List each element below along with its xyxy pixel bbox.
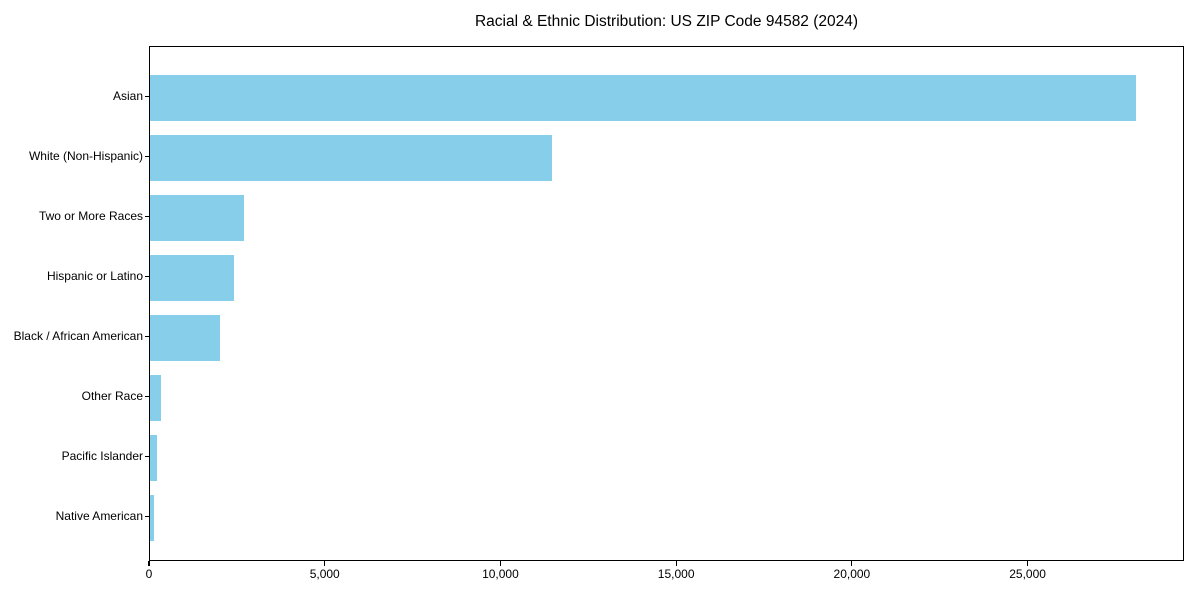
x-tick-label-5000: 5,000 <box>309 567 340 581</box>
x-tick-mark-20000 <box>851 561 853 566</box>
x-tick-label-20000: 20,000 <box>833 567 871 581</box>
y-tick-label-hispanic-or-latino: Hispanic or Latino <box>46 269 143 283</box>
bar-pacific-islander <box>150 434 158 481</box>
y-tick-label-white-non-hispanic: White (Non-Hispanic) <box>28 149 143 163</box>
y-tick-mark-white-non-hispanic <box>145 155 149 158</box>
x-tick-label-15000: 15,000 <box>657 567 695 581</box>
y-tick-mark-asian <box>145 95 149 98</box>
bar-white-non-hispanic <box>150 134 553 181</box>
y-tick-label-pacific-islander: Pacific Islander <box>61 449 143 463</box>
x-tick-label-0: 0 <box>145 567 153 581</box>
x-tick-label-25000: 25,000 <box>1009 567 1046 581</box>
y-tick-mark-native-american <box>145 515 149 518</box>
x-tick-mark-15000 <box>675 561 677 566</box>
y-tick-label-two-or-more-races: Two or More Races <box>38 209 143 223</box>
bar-hispanic-or-latino <box>150 254 235 301</box>
bar-asian <box>150 74 1136 121</box>
y-tick-label-black-african-american: Black / African American <box>13 329 143 343</box>
y-tick-mark-two-or-more-races <box>145 215 149 218</box>
plot-area <box>149 46 1184 561</box>
x-tick-mark-25000 <box>1027 561 1029 566</box>
y-tick-mark-hispanic-or-latino <box>145 275 149 278</box>
x-tick-mark-10000 <box>499 561 502 566</box>
bar-two-or-more-races <box>150 194 245 241</box>
x-tick-mark-5000 <box>324 561 326 566</box>
y-tick-mark-black-african-american <box>145 335 149 338</box>
y-tick-mark-other-race <box>145 395 149 398</box>
y-tick-mark-pacific-islander <box>145 455 149 458</box>
bar-native-american <box>150 494 154 541</box>
chart-title: Racial & Ethnic Distribution: US ZIP Cod… <box>474 13 859 30</box>
y-tick-label-native-american: Native American <box>55 509 143 523</box>
bar-other-race <box>150 374 161 421</box>
bar-black-african-american <box>150 314 221 361</box>
y-tick-label-asian: Asian <box>112 89 143 103</box>
x-tick-mark-0 <box>148 561 150 566</box>
y-tick-label-other-race: Other Race <box>81 389 143 403</box>
x-tick-label-10000: 10,000 <box>482 567 519 581</box>
